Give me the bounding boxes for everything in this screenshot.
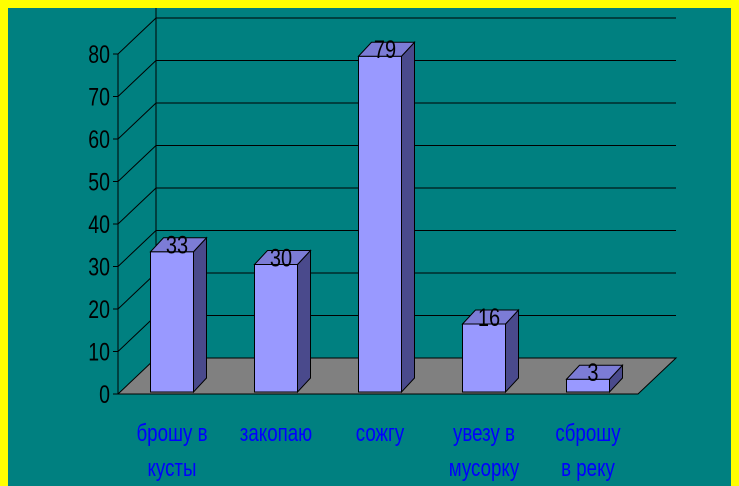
bar	[565, 363, 624, 394]
bar-top	[461, 309, 520, 325]
bar	[357, 40, 416, 394]
gridline-diagonal	[117, 272, 157, 310]
gridlines	[117, 17, 676, 352]
gridline-diagonal	[117, 60, 157, 97]
gridline-diagonal	[117, 230, 157, 267]
y-tick-label: 30	[88, 253, 110, 281]
bar-front	[358, 55, 402, 393]
y-tick-label: 50	[88, 168, 110, 196]
x-tick-label: кусты	[148, 455, 197, 482]
bars	[149, 40, 624, 394]
x-tick-label: брошу в	[136, 420, 207, 447]
bar-front	[254, 264, 298, 393]
data-label: 16	[478, 304, 500, 332]
bar-chart: 0 10 20 30 40 50 60 70 80 33 30 79 16 3 брошу в кусты…	[88, 8, 678, 482]
gridline-diagonal	[117, 145, 157, 182]
y-tick-label: 0	[99, 381, 110, 409]
bar-side	[193, 236, 207, 394]
chart-area: 0 10 20 30 40 50 60 70 80 33 30 79 16 3 брошу в кусты…	[8, 8, 731, 486]
data-label: 33	[166, 232, 188, 260]
bar-top	[253, 250, 312, 265]
x-tick-label: мусорку	[449, 455, 520, 482]
data-labels: 33 30 79 16 3	[166, 36, 599, 387]
y-tick-label: 20	[88, 296, 110, 324]
y-tick-label: 40	[88, 211, 110, 239]
bar-side	[401, 40, 415, 394]
x-tick-label: сожгу	[356, 420, 405, 447]
data-label: 79	[374, 36, 396, 64]
bar-top	[149, 237, 208, 253]
x-tick-label: увезу в	[453, 420, 515, 447]
bar-front	[462, 323, 506, 393]
gridline-diagonal	[117, 102, 157, 140]
data-label: 3	[587, 359, 598, 387]
bar-side	[297, 249, 311, 394]
gridline-diagonal	[117, 315, 157, 352]
y-tick-label: 70	[88, 83, 110, 111]
bar	[149, 236, 208, 394]
y-tick-label: 60	[88, 126, 110, 154]
data-label: 30	[270, 244, 292, 272]
gridline-diagonal	[117, 187, 157, 225]
x-tick-labels: брошу в кусты закопаю сожгу увезу в мусорку сб…	[136, 420, 620, 482]
bar-top	[565, 364, 624, 380]
x-tick-label: закопаю	[240, 420, 312, 447]
x-tick-label: в реку	[561, 455, 615, 482]
y-tick-labels: 0 10 20 30 40 50 60 70 80	[88, 41, 118, 409]
gridline-diagonal	[117, 17, 157, 55]
bar-front	[150, 251, 194, 393]
y-tick-label: 10	[88, 338, 110, 366]
bar-top	[357, 41, 416, 57]
bar	[253, 249, 312, 394]
bar	[461, 308, 520, 394]
y-tick-label: 80	[88, 41, 110, 69]
x-tick-label: сброшу	[555, 420, 620, 447]
